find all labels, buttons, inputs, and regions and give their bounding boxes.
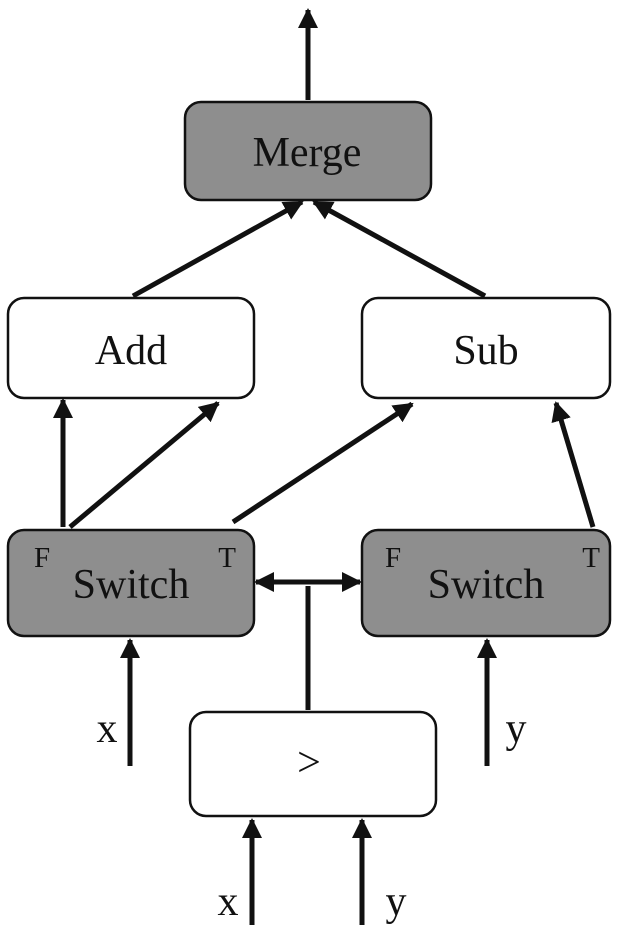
edge-switch-left-true-to-sub xyxy=(231,401,414,525)
node-switch-left: Switch F T xyxy=(6,528,256,638)
node-merge-box xyxy=(183,100,433,202)
edge-sub-to-merge xyxy=(312,199,487,299)
node-switch-right-false-port: F xyxy=(385,542,401,574)
node-merge: Merge xyxy=(183,100,433,202)
edge-switch-right-true-to-sub xyxy=(551,401,596,528)
node-switch-left-label: Switch xyxy=(73,562,190,608)
edge-switch-left-to-add xyxy=(68,401,220,529)
edges xyxy=(53,8,596,925)
node-greater: > xyxy=(188,710,438,818)
node-add: Add xyxy=(6,296,256,400)
edge-add-to-merge xyxy=(131,199,304,299)
node-greater-box xyxy=(188,710,438,818)
input-label-y-switch-right: y xyxy=(506,706,527,752)
node-sub-box xyxy=(360,296,612,400)
node-merge-label: Merge xyxy=(253,130,362,176)
node-switch-left-true-port: T xyxy=(218,542,236,574)
input-label-x-switch-left: x xyxy=(97,706,118,752)
input-label-x-greater: x xyxy=(218,879,239,925)
input-label-y-greater: y xyxy=(386,879,407,925)
node-add-label: Add xyxy=(95,328,167,374)
node-sub: Sub xyxy=(360,296,612,400)
node-sub-label: Sub xyxy=(453,328,518,374)
node-switch-right-label: Switch xyxy=(428,562,545,608)
node-switch-right: Switch F T xyxy=(360,528,612,638)
node-switch-right-true-port: T xyxy=(582,542,600,574)
node-add-box xyxy=(6,296,256,400)
node-greater-label: > xyxy=(297,740,321,786)
node-switch-right-box xyxy=(360,528,612,638)
node-switch-left-false-port: F xyxy=(34,542,50,574)
node-switch-left-box xyxy=(6,528,256,638)
